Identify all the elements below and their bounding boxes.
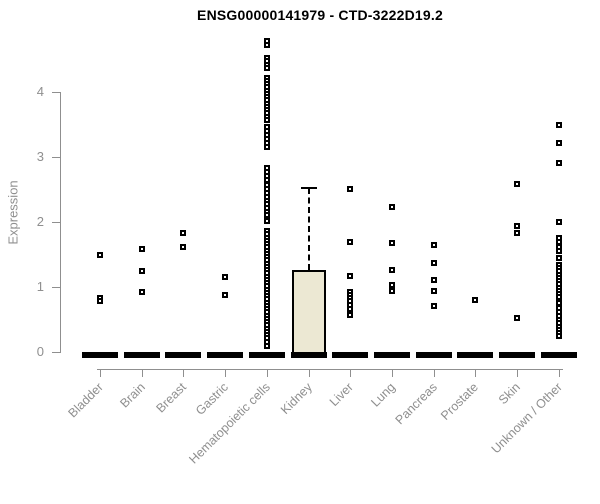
data-point — [264, 144, 270, 150]
data-point — [389, 282, 395, 288]
zero-bar — [332, 352, 368, 358]
y-tick-label: 2 — [36, 214, 44, 229]
zero-bar — [374, 352, 410, 358]
data-point — [389, 240, 395, 246]
zero-bar — [165, 352, 201, 358]
y-tick — [52, 352, 60, 353]
x-tick — [475, 369, 476, 377]
zero-bar — [291, 352, 327, 358]
box — [292, 270, 326, 358]
y-tick — [52, 222, 60, 223]
data-point — [347, 239, 353, 245]
data-point — [347, 306, 353, 312]
data-point — [389, 204, 395, 210]
data-point — [514, 315, 520, 321]
x-tick — [517, 369, 518, 377]
data-point — [97, 298, 103, 304]
y-tick — [52, 287, 60, 288]
data-point — [139, 246, 145, 252]
data-point — [556, 122, 562, 128]
data-point — [514, 230, 520, 236]
data-point — [347, 186, 353, 192]
data-point — [556, 248, 562, 254]
x-axis-line — [97, 369, 563, 370]
x-tick — [100, 369, 101, 377]
data-point — [556, 255, 562, 261]
y-tick-label: 0 — [36, 344, 44, 359]
data-point — [472, 297, 478, 303]
data-point — [180, 244, 186, 250]
data-point — [431, 288, 437, 294]
data-point — [139, 268, 145, 274]
data-point — [431, 277, 437, 283]
data-point — [180, 230, 186, 236]
y-tick-label: 1 — [36, 279, 44, 294]
data-point — [556, 333, 562, 339]
chart-title: ENSG00000141979 - CTD-3222D19.2 — [197, 7, 443, 23]
data-point — [389, 267, 395, 273]
x-tick — [309, 369, 310, 377]
y-tick-label: 4 — [36, 84, 44, 99]
y-tick-label: 3 — [36, 149, 44, 164]
data-point — [222, 292, 228, 298]
zero-bar — [541, 352, 577, 358]
x-tick — [183, 369, 184, 377]
data-point — [222, 274, 228, 280]
zero-bar — [499, 352, 535, 358]
x-tick — [392, 369, 393, 377]
y-axis-line — [60, 92, 61, 353]
x-tick — [559, 369, 560, 377]
data-point — [514, 223, 520, 229]
whisker — [308, 188, 310, 270]
x-tick — [434, 369, 435, 377]
zero-bar — [416, 352, 452, 358]
x-tick — [350, 369, 351, 377]
x-tick — [225, 369, 226, 377]
data-point — [264, 212, 270, 218]
data-point — [431, 303, 437, 309]
data-point — [431, 242, 437, 248]
data-point — [556, 219, 562, 225]
zero-bar — [249, 352, 285, 358]
zero-bar — [457, 352, 493, 358]
data-point — [264, 65, 270, 71]
zero-bar — [82, 352, 118, 358]
data-point — [431, 260, 437, 266]
data-point — [556, 294, 562, 300]
data-point — [347, 312, 353, 318]
data-point — [139, 289, 145, 295]
y-tick — [52, 92, 60, 93]
data-point — [556, 160, 562, 166]
x-tick — [267, 369, 268, 377]
data-point — [556, 140, 562, 146]
whisker-cap — [301, 187, 317, 189]
y-tick — [52, 157, 60, 158]
data-point — [389, 288, 395, 294]
data-point — [97, 252, 103, 258]
data-point — [264, 218, 270, 224]
x-tick — [142, 369, 143, 377]
zero-bar — [207, 352, 243, 358]
data-point — [264, 343, 270, 349]
zero-bar — [124, 352, 160, 358]
data-point — [264, 42, 270, 48]
data-point — [264, 117, 270, 123]
data-point — [347, 273, 353, 279]
data-point — [514, 181, 520, 187]
